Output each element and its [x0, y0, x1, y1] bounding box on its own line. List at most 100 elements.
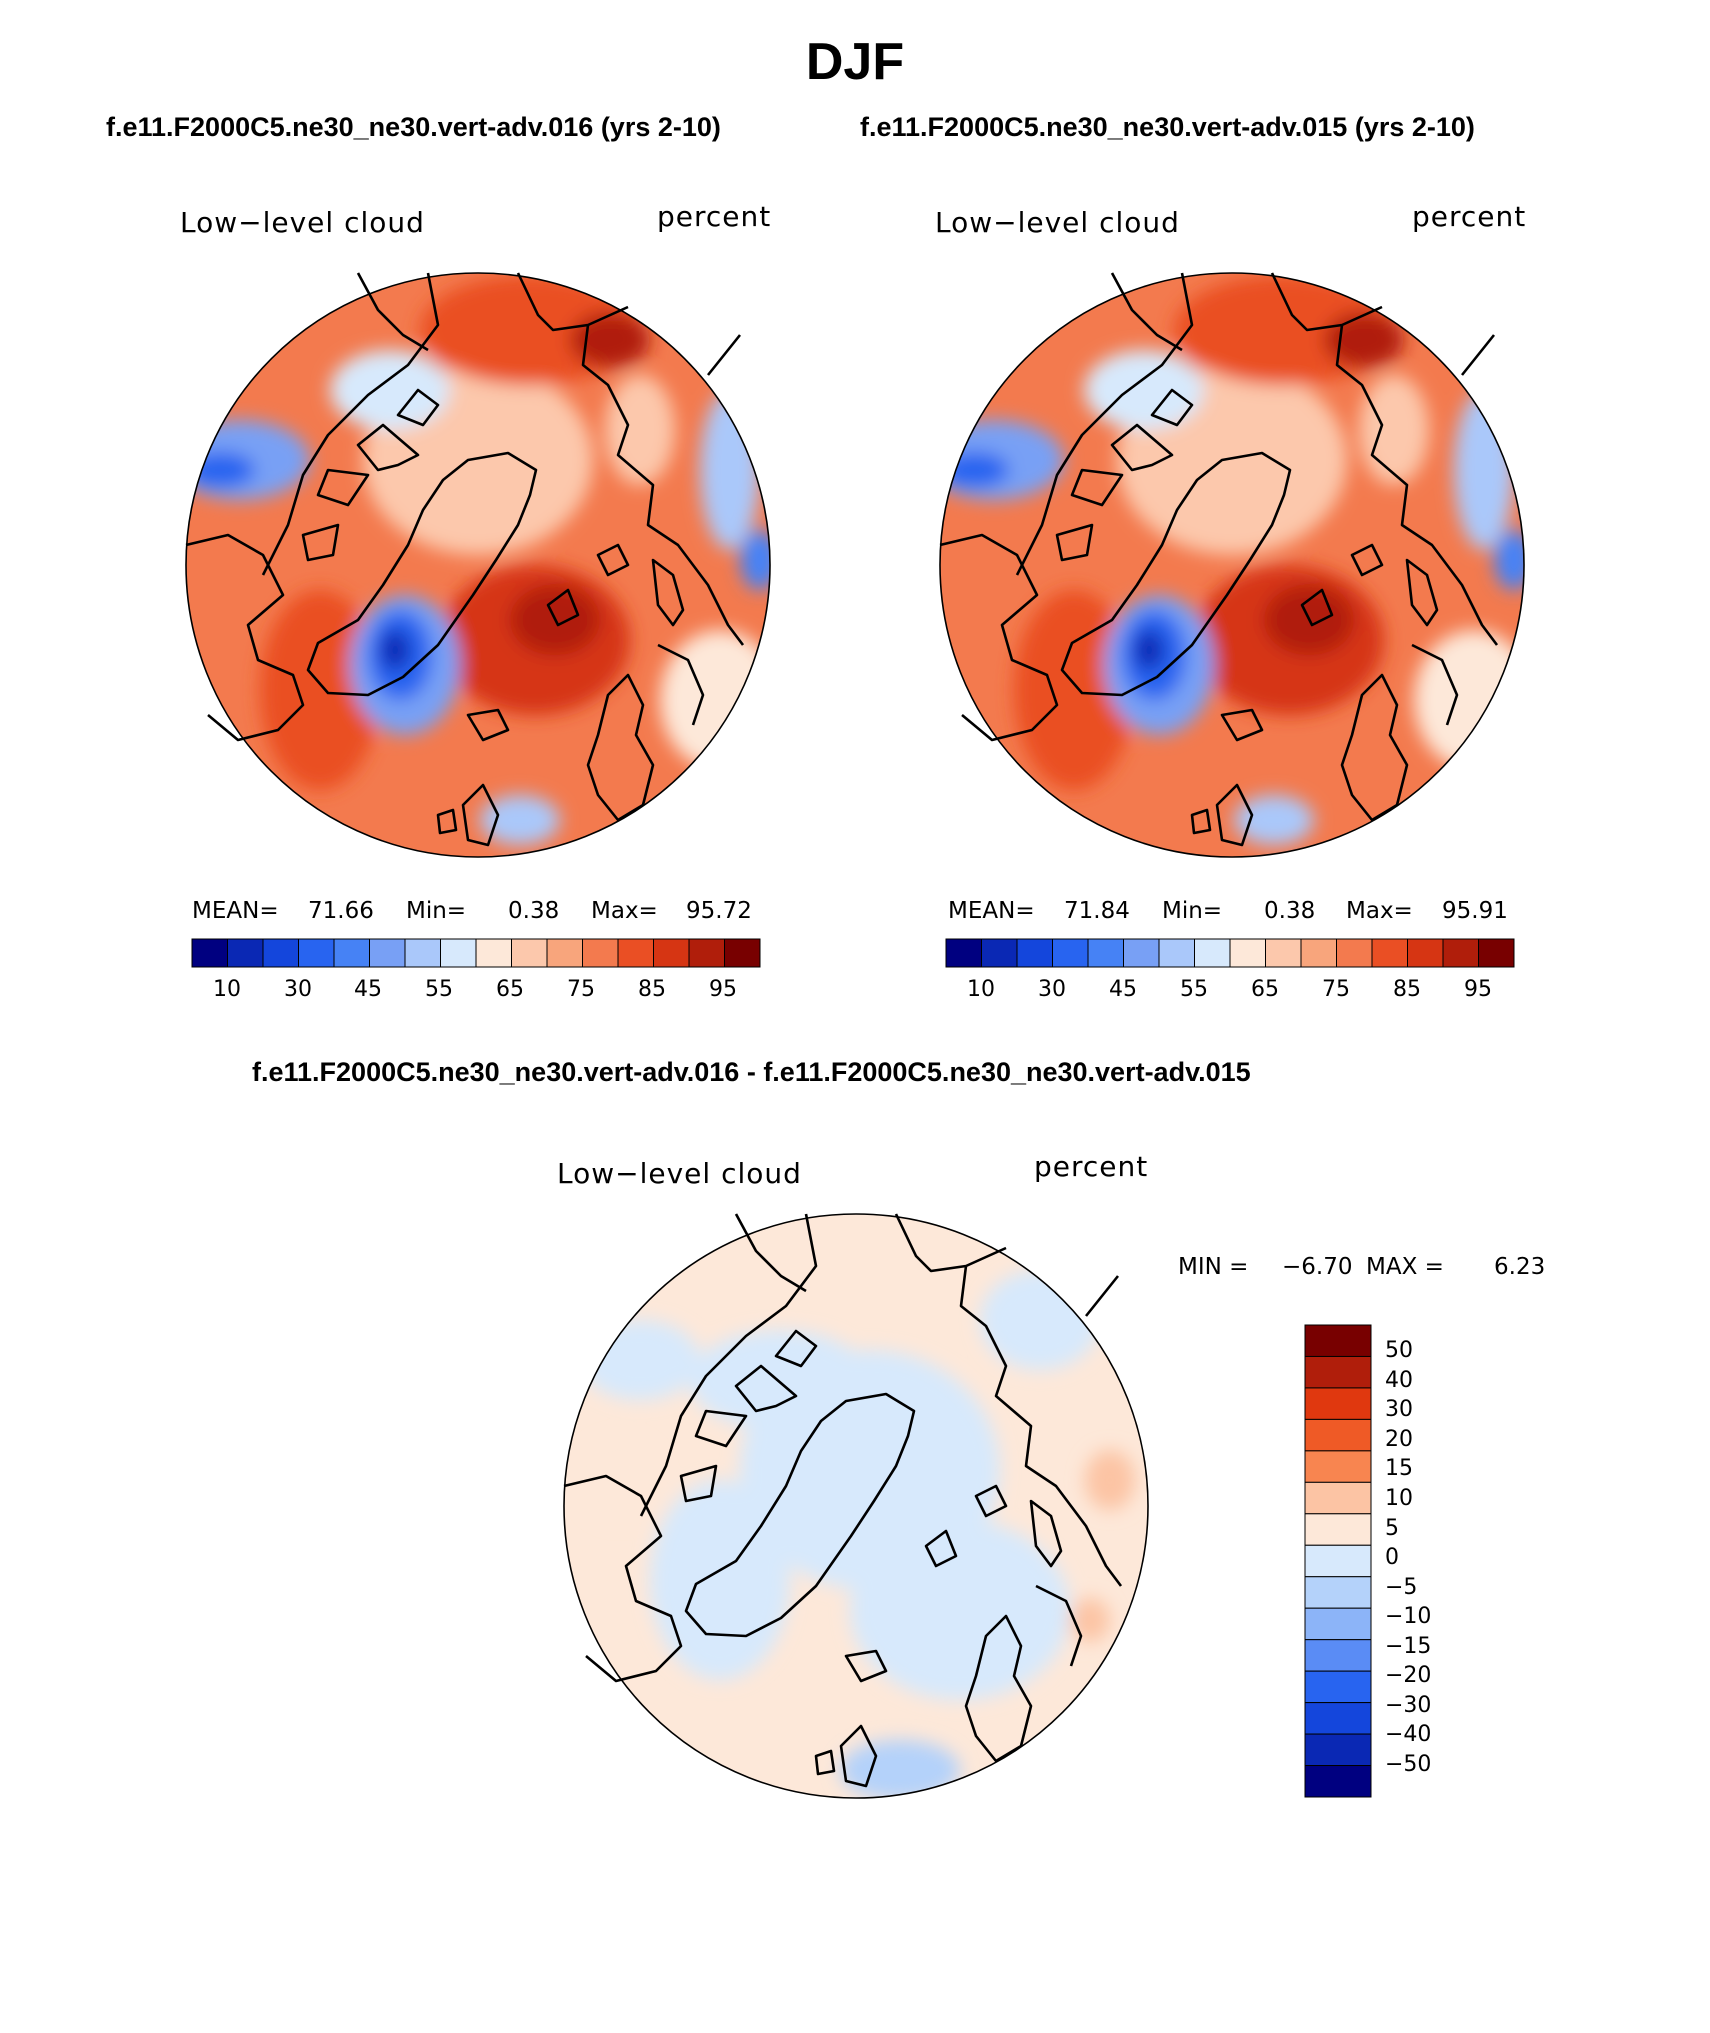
- colorbar-swatch: [511, 938, 548, 968]
- cbar-diff-tick: 20: [1385, 1427, 1413, 1452]
- colorbar-swatch: [1304, 1607, 1372, 1641]
- panel-a-map: [184, 271, 771, 858]
- colorbar-swatch: [1123, 938, 1160, 968]
- colorbar-swatch: [404, 938, 441, 968]
- case-a-title: f.e11.F2000C5.ne30_ne30.vert-adv.016 (yr…: [106, 112, 721, 142]
- panel-b-min-label: Min=: [1162, 898, 1223, 924]
- case-b-title: f.e11.F2000C5.ne30_ne30.vert-adv.015 (yr…: [860, 112, 1475, 142]
- diff-min-label: MIN =: [1178, 1254, 1249, 1280]
- colorbar-swatch: [1304, 1576, 1372, 1609]
- colorbar-swatch: [582, 938, 619, 968]
- colorbar-swatch: [227, 938, 264, 968]
- colorbar-swatch: [1304, 1639, 1372, 1672]
- cbar-b-tick: 75: [1322, 977, 1350, 1002]
- colorbar-swatch: [191, 938, 228, 968]
- panel-diff-units: percent: [1034, 1150, 1149, 1183]
- panel-a-units: percent: [657, 200, 772, 233]
- panel-a-min: 0.38: [508, 898, 560, 924]
- cbar-b-tick: 95: [1464, 977, 1492, 1002]
- colorbar-swatch: [1304, 1450, 1372, 1483]
- cbar-a-tick: 75: [567, 977, 595, 1002]
- cbar-diff-tick: 10: [1385, 1486, 1413, 1511]
- colorbar-swatch: [1304, 1513, 1372, 1546]
- colorbar-panel-b: [945, 938, 1515, 968]
- colorbar-swatch: [1194, 938, 1231, 968]
- cbar-a-tick: 85: [638, 977, 666, 1002]
- panel-a-max: 95.72: [686, 898, 752, 924]
- diff-title: f.e11.F2000C5.ne30_ne30.vert-adv.016 - f…: [252, 1057, 1251, 1087]
- colorbar-swatch: [1304, 1702, 1372, 1735]
- panel-b-variable: Low−level cloud: [935, 206, 1180, 239]
- colorbar-swatch: [688, 938, 725, 968]
- cbar-diff-tick: −20: [1385, 1663, 1432, 1688]
- panel-b-max: 95.91: [1442, 898, 1508, 924]
- cbar-diff-tick: −30: [1385, 1693, 1432, 1718]
- colorbar-swatch: [475, 938, 512, 968]
- panel-b-mean: 71.84: [1064, 898, 1130, 924]
- colorbar-swatch: [1052, 938, 1089, 968]
- colorbar-swatch: [1087, 938, 1124, 968]
- cbar-diff-tick: −5: [1385, 1575, 1418, 1600]
- cbar-diff-tick: 50: [1385, 1338, 1413, 1363]
- cbar-a-tick: 95: [709, 977, 737, 1002]
- colorbar-swatch: [546, 938, 583, 968]
- panel-a-mean: 71.66: [308, 898, 374, 924]
- cbar-diff-tick: 0: [1385, 1545, 1399, 1570]
- panel-a-min-label: Min=: [406, 898, 467, 924]
- colorbar-panel-a: [191, 938, 761, 968]
- colorbar-swatch: [440, 938, 477, 968]
- cbar-diff-tick: 40: [1385, 1368, 1413, 1393]
- panel-a-variable: Low−level cloud: [180, 206, 425, 239]
- colorbar-swatch: [1407, 938, 1444, 968]
- cbar-diff-tick: 30: [1385, 1397, 1413, 1422]
- colorbar-swatch: [1304, 1418, 1372, 1452]
- colorbar-swatch: [1304, 1324, 1372, 1357]
- colorbar-swatch: [262, 938, 299, 968]
- colorbar-difference: [1304, 1324, 1372, 1798]
- cbar-a-tick: 65: [496, 977, 524, 1002]
- panel-diff-variable: Low−level cloud: [557, 1157, 802, 1190]
- diff-max: 6.23: [1494, 1254, 1546, 1280]
- cbar-a-tick: 30: [284, 977, 312, 1002]
- colorbar-swatch: [724, 938, 761, 968]
- panel-a-max-label: Max=: [591, 898, 658, 924]
- colorbar-swatch: [333, 938, 370, 968]
- figure-title: DJF: [805, 33, 905, 91]
- colorbar-swatch: [1442, 938, 1479, 968]
- colorbar-swatch: [981, 938, 1018, 968]
- cbar-b-tick: 10: [967, 977, 995, 1002]
- panel-a-mean-label: MEAN=: [192, 898, 279, 924]
- cbar-b-tick: 30: [1038, 977, 1066, 1002]
- panel-b-mean-label: MEAN=: [948, 898, 1035, 924]
- colorbar-swatch: [1304, 1765, 1372, 1798]
- colorbar-swatch: [369, 938, 406, 968]
- colorbar-swatch: [1300, 938, 1337, 968]
- colorbar-swatch: [1229, 938, 1266, 968]
- colorbar-swatch: [1304, 1733, 1372, 1767]
- colorbar-swatch: [1304, 1481, 1372, 1515]
- colorbar-swatch: [653, 938, 690, 968]
- colorbar-swatch: [945, 938, 982, 968]
- cbar-b-tick: 65: [1251, 977, 1279, 1002]
- cbar-diff-tick: −10: [1385, 1604, 1432, 1629]
- cbar-a-tick: 45: [354, 977, 382, 1002]
- colorbar-swatch: [1304, 1387, 1372, 1420]
- colorbar-swatch: [1304, 1544, 1372, 1578]
- cbar-b-tick: 55: [1180, 977, 1208, 1002]
- diff-max-label: MAX =: [1366, 1254, 1444, 1280]
- cbar-diff-tick: −40: [1385, 1722, 1432, 1747]
- colorbar-swatch: [1265, 938, 1302, 968]
- colorbar-swatch: [1336, 938, 1373, 968]
- panel-b-min: 0.38: [1264, 898, 1316, 924]
- colorbar-swatch: [1304, 1670, 1372, 1704]
- diff-min: −6.70: [1282, 1254, 1353, 1280]
- cbar-a-tick: 10: [213, 977, 241, 1002]
- colorbar-swatch: [1371, 938, 1408, 968]
- panel-b-units: percent: [1412, 200, 1527, 233]
- cbar-b-tick: 45: [1109, 977, 1137, 1002]
- colorbar-swatch: [298, 938, 335, 968]
- cbar-diff-tick: −15: [1385, 1634, 1432, 1659]
- cbar-diff-tick: 15: [1385, 1456, 1413, 1481]
- cbar-diff-tick: −50: [1385, 1752, 1432, 1777]
